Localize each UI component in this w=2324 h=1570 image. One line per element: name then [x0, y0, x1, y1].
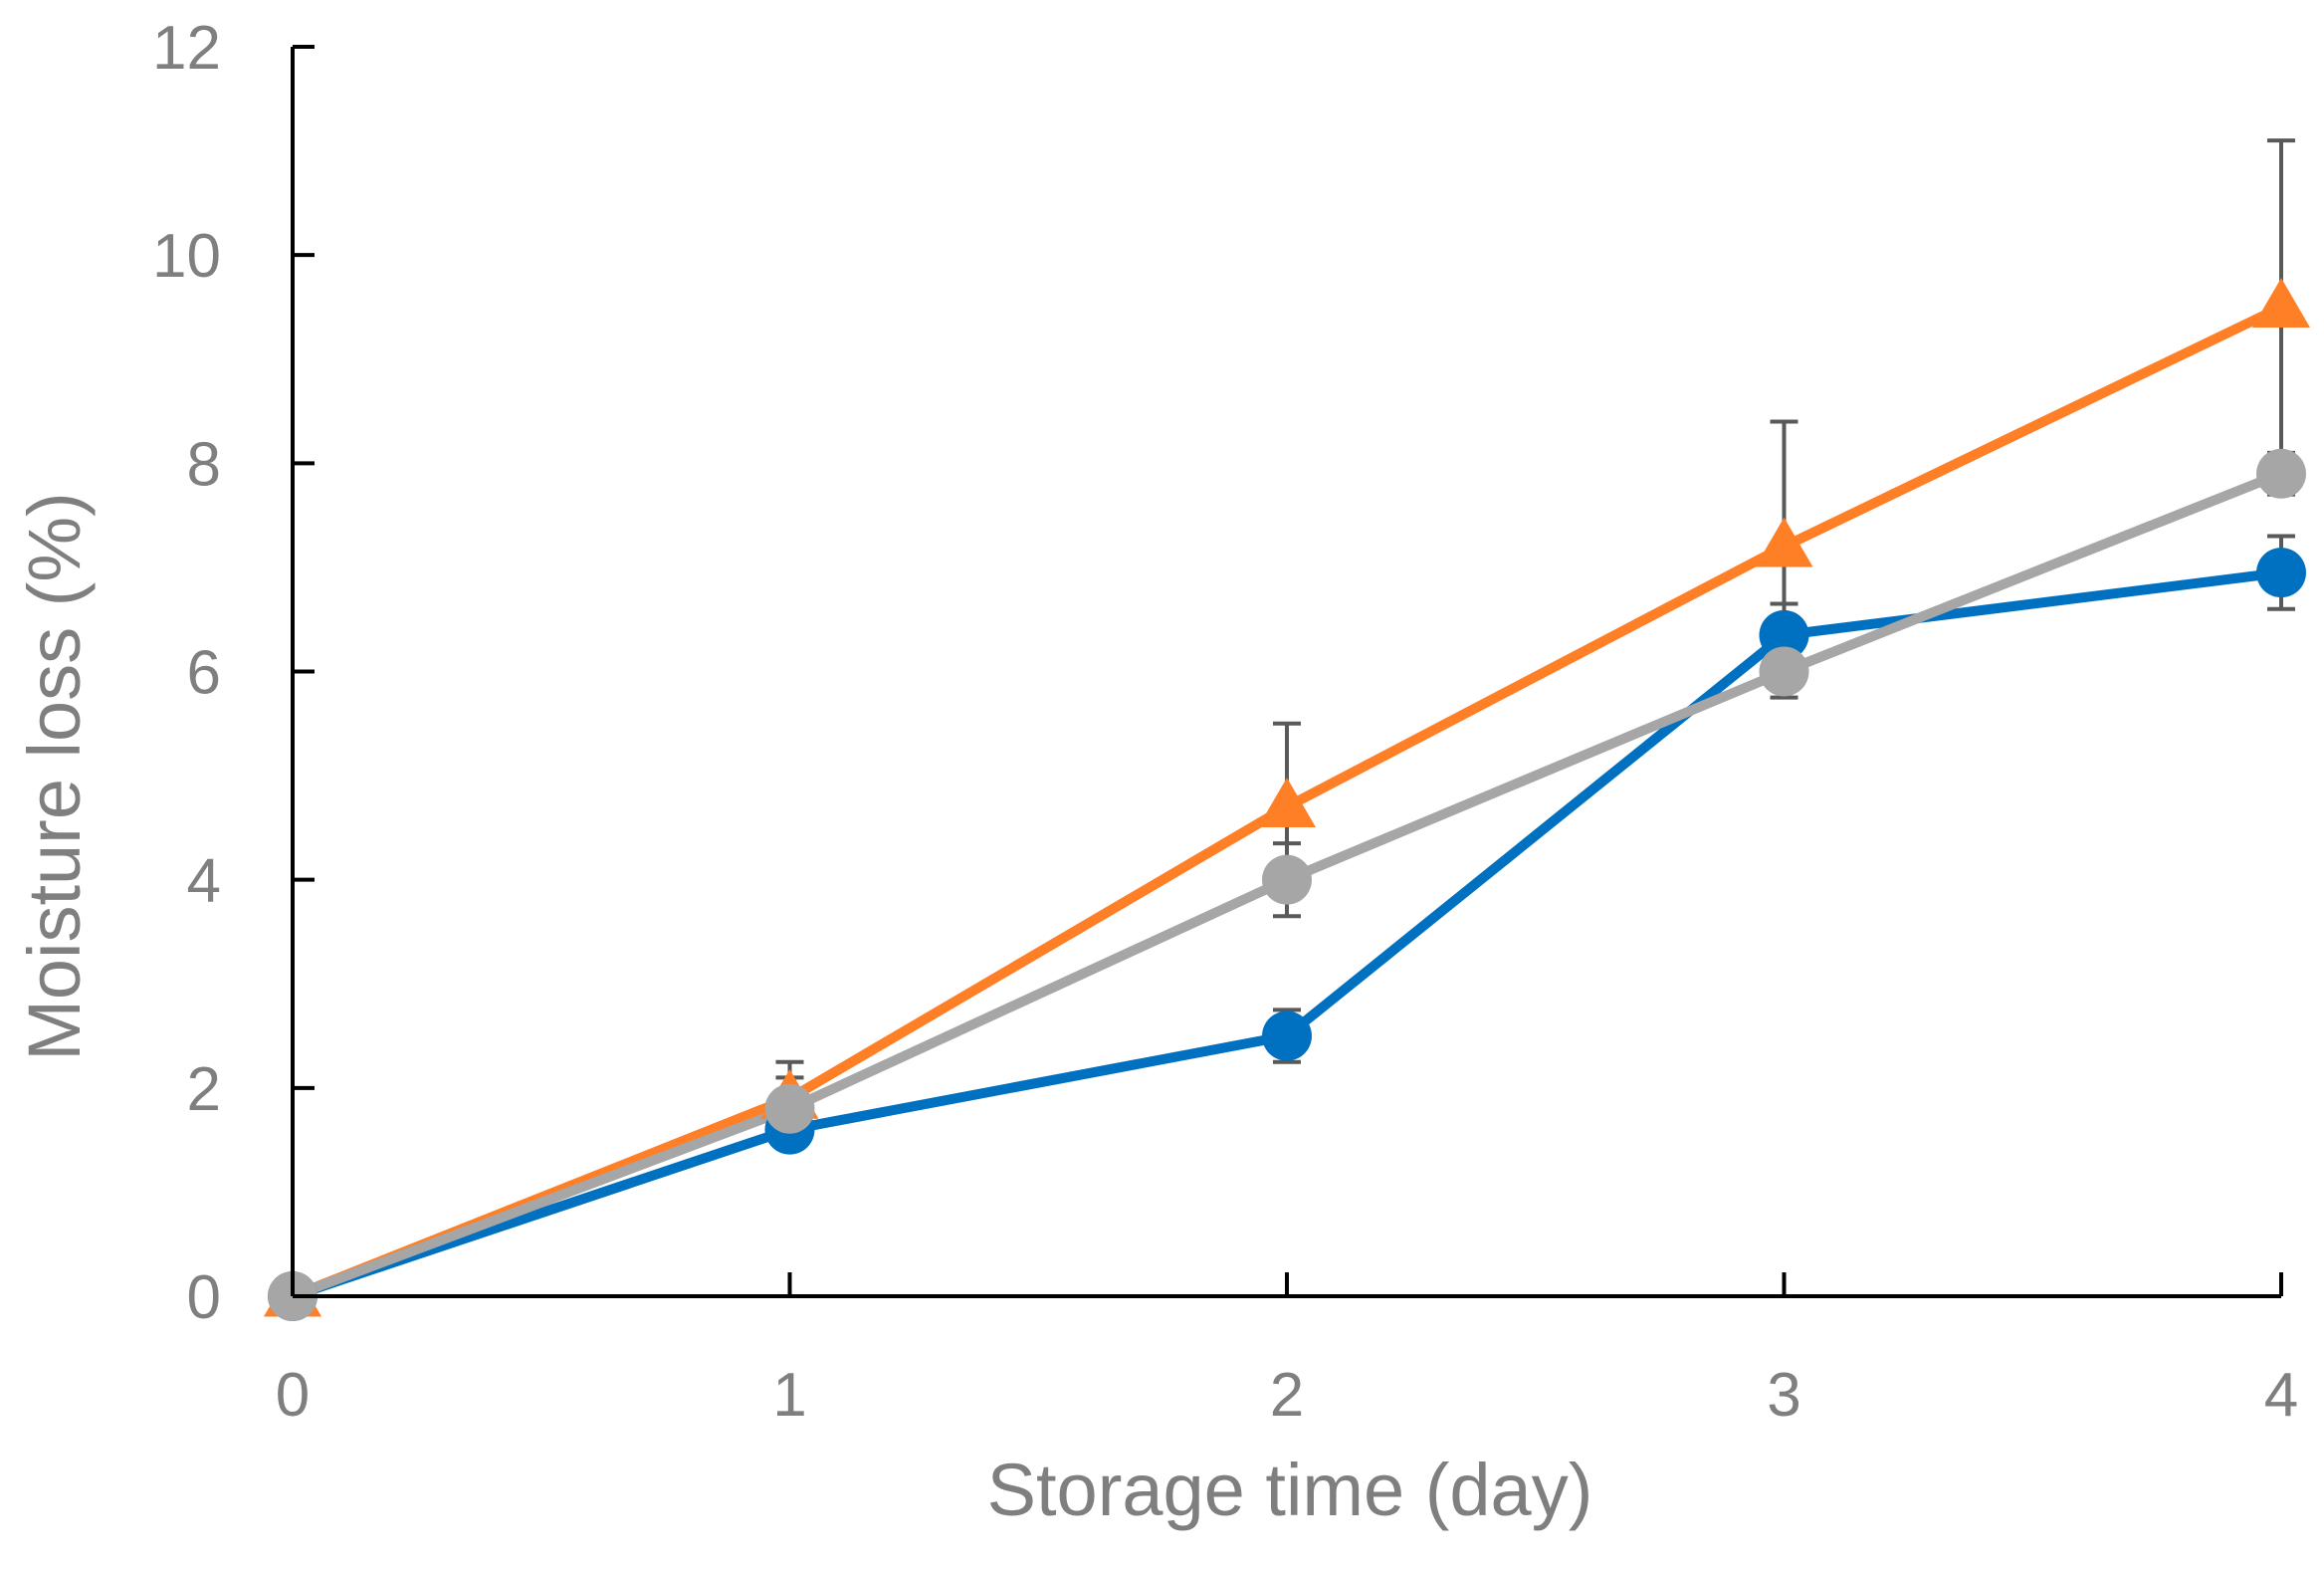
y-tick-label: 4	[187, 847, 221, 916]
series-3-point	[1262, 854, 1312, 905]
y-axis-title: Moisture loss (%)	[13, 492, 96, 1061]
series-1-point	[2256, 548, 2306, 598]
series-3-point	[1759, 646, 1809, 697]
y-tick-label: 10	[152, 222, 221, 291]
y-tick-label: 6	[187, 639, 221, 708]
series-1-point	[1262, 1010, 1312, 1061]
series-3-point	[2256, 448, 2306, 499]
x-tick-label: 0	[276, 1361, 310, 1430]
y-tick-label: 12	[152, 14, 221, 83]
series-1-point	[1759, 609, 1809, 660]
y-tick-label: 2	[187, 1055, 221, 1124]
series-2-point	[1755, 517, 1813, 567]
x-tick-label: 4	[2264, 1361, 2298, 1430]
series-3-point	[764, 1083, 815, 1134]
series-2-point	[1257, 778, 1317, 827]
y-tick-label: 0	[187, 1263, 221, 1332]
x-axis-title: Storage time (day)	[987, 1449, 1593, 1531]
x-tick-label: 3	[1767, 1361, 1800, 1430]
x-tick-label: 1	[772, 1361, 806, 1430]
x-tick-label: 2	[1270, 1361, 1304, 1430]
series-markers	[263, 278, 2311, 1321]
error-bars	[775, 138, 2295, 1143]
axes	[291, 45, 2283, 1298]
y-tick-label: 8	[187, 430, 221, 499]
series-2-point	[2251, 278, 2311, 328]
